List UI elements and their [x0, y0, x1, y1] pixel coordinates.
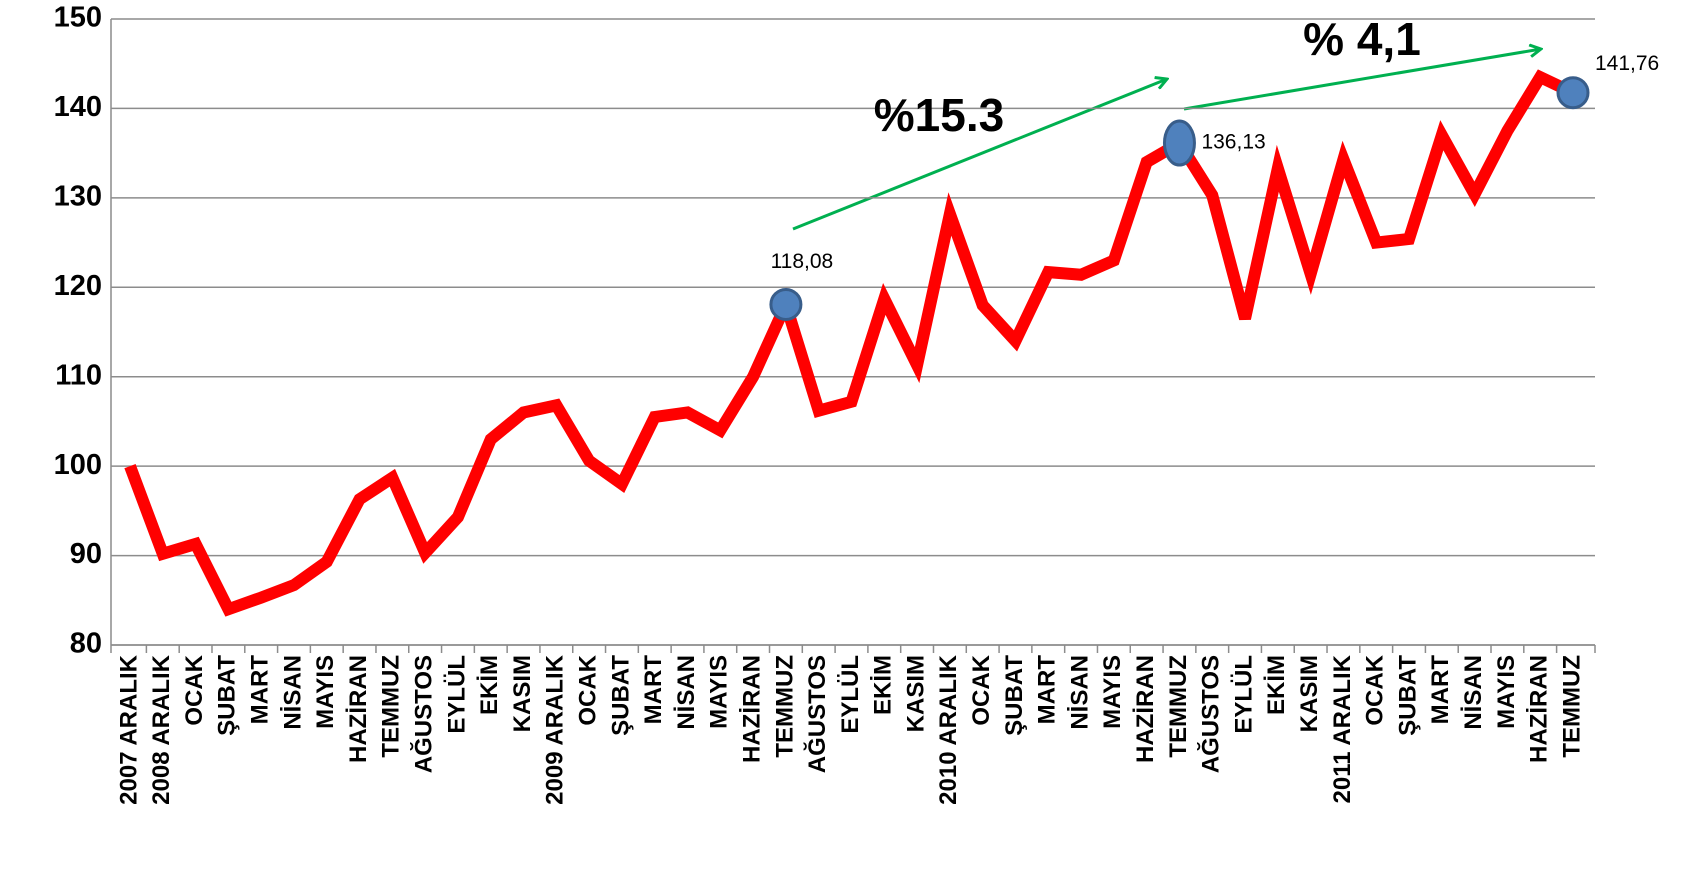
x-tick-label: TEMMUZ [1558, 655, 1585, 758]
trend-arrow [1183, 49, 1541, 111]
x-tick-label: 2009 ARALIK [542, 654, 569, 804]
annotation: %15.3 [874, 89, 1004, 141]
x-tick-label: MAYIS [706, 655, 733, 729]
y-tick-label: 120 [54, 270, 102, 302]
x-tick-label: MAYIS [1493, 655, 1520, 729]
x-tick-label: 2008 ARALIK [148, 654, 175, 804]
x-tick-label: NİSAN [1460, 655, 1487, 730]
x-tick-label: 2007 ARALIK [115, 654, 142, 804]
y-tick-label: 150 [54, 2, 102, 34]
x-tick-label: OCAK [181, 654, 208, 725]
x-tick-label: EKİM [476, 655, 503, 715]
x-tick-label: EKİM [870, 655, 897, 715]
x-tick-label: AĞUSTOS [1197, 655, 1225, 773]
annotation: % 4,1 [1303, 13, 1421, 65]
x-tick-label: MAYIS [312, 655, 339, 729]
x-tick-label: KASIM [902, 655, 929, 732]
x-tick-label: MART [640, 655, 667, 725]
y-tick-label: 110 [55, 359, 102, 391]
data-line [124, 69, 1576, 617]
x-tick-label: HAZİRAN [345, 655, 372, 763]
y-tick-label: 90 [70, 538, 102, 570]
x-tick-label: NİSAN [1066, 655, 1093, 730]
x-tick-label: MART [1034, 655, 1061, 725]
x-tick-label: HAZİRAN [1526, 655, 1553, 763]
data-label: 136,13 [1201, 131, 1265, 154]
data-marker [1162, 119, 1196, 167]
trend-arrow [792, 79, 1167, 231]
x-tick-label: OCAK [968, 654, 995, 725]
y-tick-label: 100 [54, 449, 102, 481]
x-tick-label: MART [1427, 655, 1454, 725]
x-tick-label: ŞUBAT [214, 655, 241, 736]
x-tick-label: AĞUSTOS [410, 655, 438, 773]
x-tick-label: KASIM [1296, 655, 1323, 732]
y-tick-label: 130 [54, 181, 102, 213]
x-tick-label: EYLÜL [443, 655, 470, 734]
x-tick-label: KASIM [509, 655, 536, 732]
x-tick-label: NİSAN [673, 655, 700, 730]
data-marker [769, 287, 803, 321]
y-tick-label: 140 [54, 91, 102, 123]
x-tick-label: EYLÜL [1230, 655, 1257, 734]
x-tick-label: TEMMUZ [1165, 655, 1192, 758]
data-label: 118,08 [771, 250, 834, 273]
x-tick-label: EKİM [1263, 655, 1290, 715]
x-tick-label: ŞUBAT [1394, 655, 1421, 736]
x-tick-label: NİSAN [279, 655, 306, 730]
x-tick-label: MAYIS [1099, 655, 1126, 729]
x-tick-label: OCAK [1362, 654, 1389, 725]
x-tick-label: ŞUBAT [1001, 655, 1028, 736]
x-tick-label: TEMMUZ [771, 655, 798, 758]
x-tick-label: TEMMUZ [378, 655, 405, 758]
x-tick-label: HAZİRAN [738, 655, 765, 763]
x-tick-label: OCAK [574, 654, 601, 725]
x-tick-label: 2010 ARALIK [935, 654, 962, 804]
x-tick-label: MART [247, 655, 274, 725]
data-label: 141,76 [1595, 52, 1659, 75]
data-marker [1556, 76, 1590, 110]
x-tick-label: AĞUSTOS [803, 655, 831, 773]
y-tick-label: 80 [70, 628, 102, 660]
x-tick-label: ŞUBAT [607, 655, 634, 736]
x-tick-label: EYLÜL [837, 655, 864, 734]
x-tick-label: 2011 ARALIK [1329, 654, 1356, 803]
x-tick-label: HAZİRAN [1132, 655, 1159, 763]
